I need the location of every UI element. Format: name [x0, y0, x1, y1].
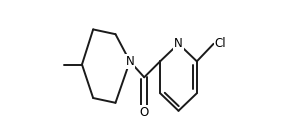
Text: N: N [174, 37, 183, 50]
Text: O: O [139, 106, 149, 119]
Text: Cl: Cl [214, 37, 226, 50]
Text: N: N [126, 55, 134, 68]
